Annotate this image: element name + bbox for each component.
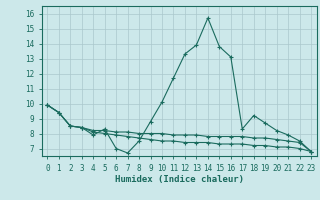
X-axis label: Humidex (Indice chaleur): Humidex (Indice chaleur) <box>115 175 244 184</box>
